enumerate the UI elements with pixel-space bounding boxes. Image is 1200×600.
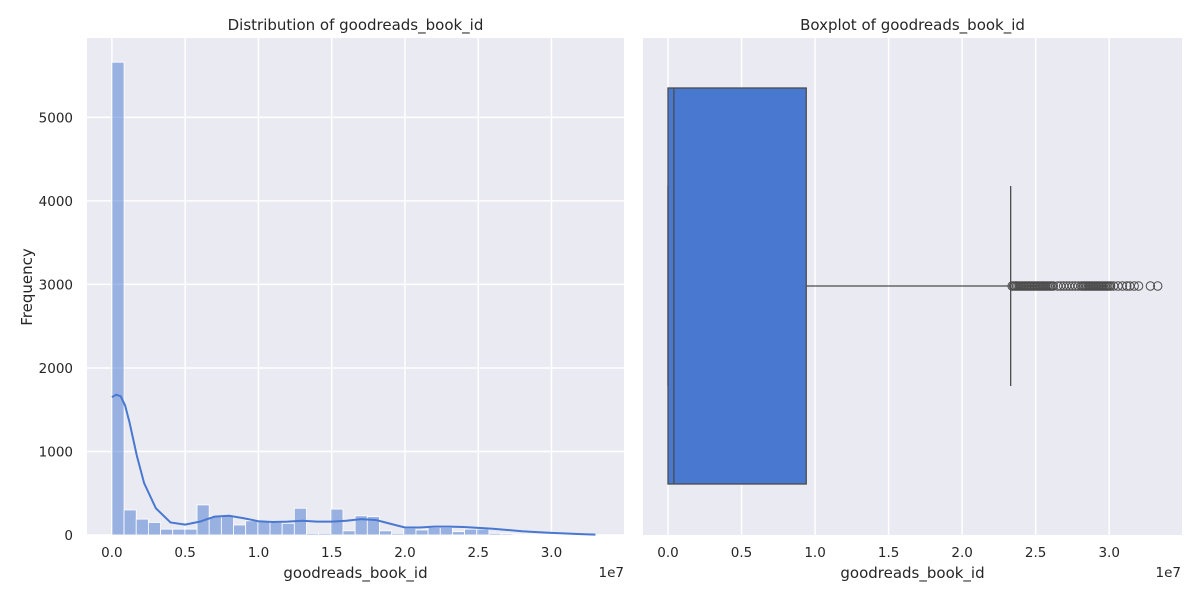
histogram-x-tick-label: 1.5 [321, 545, 342, 561]
histogram-gridlines [87, 38, 624, 536]
histogram-y-tick-label: 2000 [39, 361, 73, 377]
histogram-bar [220, 515, 234, 536]
boxplot-panel: 0.0 0.5 1.0 1.5 2.0 2.5 3.0 Boxplot of goodrea… [643, 16, 1182, 583]
histogram-bar [172, 528, 186, 536]
boxplot-x-tick-label: 1.5 [878, 545, 899, 561]
boxplot-outlier-point [1122, 281, 1132, 291]
histogram-y-tick-label: 5000 [39, 110, 73, 126]
boxplot-x-tick-label: 2.5 [1025, 545, 1046, 561]
histogram-x-tick-label: 0.0 [101, 545, 122, 561]
histogram-bar [233, 524, 247, 536]
boxplot-outlier-point [1105, 281, 1116, 291]
histogram-bar [379, 530, 393, 536]
histogram-bar [452, 531, 465, 536]
histogram-panel: 0.0 0.5 1.0 1.5 2.0 2.5 3.0 0 1000 2000 3000 4000 5… [18, 16, 624, 583]
histogram-bar [464, 528, 478, 536]
histogram-x-tick-label: 3.0 [541, 545, 562, 561]
histogram-bar [123, 509, 137, 536]
boxplot-x-tick-label: 0.0 [657, 545, 678, 561]
histogram-y-tick-labels: 0 1000 2000 3000 4000 5000 [39, 110, 73, 544]
histogram-bar [524, 533, 538, 536]
kde-curve [111, 393, 596, 536]
histogram-y-axis-label: Frequency [18, 248, 36, 326]
histogram-bar [257, 520, 271, 536]
histogram-bar [488, 532, 502, 536]
histogram-bar [245, 520, 259, 536]
boxplot-outlier-point [1145, 281, 1156, 291]
histogram-y-tick-label: 4000 [39, 194, 73, 210]
histogram-bar [281, 522, 295, 536]
histogram-bar [415, 529, 429, 536]
histogram-bar [208, 516, 222, 536]
boxplot-x-axis-label: goodreads_book_id [840, 564, 984, 583]
histogram-x-tick-label: 2.0 [394, 545, 415, 561]
histogram-y-tick-label: 3000 [39, 277, 73, 293]
boxplot-outliers [1007, 281, 1163, 291]
boxplot-x-tick-label: 1.0 [804, 545, 825, 561]
histogram-bar [160, 528, 174, 536]
histogram-bar [427, 527, 441, 536]
histogram-bar [500, 533, 514, 536]
histogram-bar [512, 533, 526, 536]
histogram-bar [403, 527, 417, 536]
histogram-bar [366, 516, 380, 536]
boxplot-outlier-point [1133, 281, 1144, 291]
histogram-x-tick-labels: 0.0 0.5 1.0 1.5 2.0 2.5 3.0 [101, 545, 562, 561]
histogram-bar [318, 532, 332, 536]
histogram-plot-area [87, 38, 624, 535]
histogram-title: Distribution of goodreads_book_id [228, 16, 484, 35]
boxplot-outlier-point [1048, 281, 1059, 291]
boxplot-body [667, 87, 1012, 485]
histogram-bar [391, 532, 405, 536]
histogram-y-tick-label: 1000 [39, 444, 73, 460]
histogram-bar [342, 530, 356, 536]
histogram-bar [184, 528, 198, 536]
boxplot-outlier-point [1153, 281, 1163, 291]
boxplot-title: Boxplot of goodreads_book_id [800, 16, 1025, 35]
boxplot-outlier-point [1129, 281, 1139, 291]
histogram-bar [147, 522, 161, 536]
histogram-x-axis-label: goodreads_book_id [283, 564, 427, 583]
boxplot-outlier-point [1117, 281, 1128, 291]
boxplot-x-tick-labels: 0.0 0.5 1.0 1.5 2.0 2.5 3.0 [657, 545, 1120, 561]
boxplot-x-scale-label: 1e7 [1156, 565, 1181, 581]
boxplot-box [667, 87, 807, 485]
histogram-x-scale-label: 1e7 [599, 565, 624, 581]
histogram-x-tick-label: 0.5 [174, 545, 195, 561]
histogram-bar [111, 61, 125, 536]
boxplot-x-tick-label: 3.0 [1098, 545, 1119, 561]
histogram-bar [476, 528, 490, 536]
histogram-bars [111, 61, 599, 536]
boxplot-x-tick-label: 0.5 [731, 545, 752, 561]
histogram-bar [306, 532, 320, 536]
histogram-x-tick-label: 2.5 [467, 545, 488, 561]
histogram-bar [439, 527, 453, 536]
histogram-y-tick-label: 0 [64, 528, 73, 544]
histogram-bar [135, 518, 149, 536]
histogram-x-tick-label: 1.0 [248, 545, 269, 561]
histogram-bar [269, 522, 283, 536]
boxplot-x-tick-label: 2.0 [951, 545, 972, 561]
